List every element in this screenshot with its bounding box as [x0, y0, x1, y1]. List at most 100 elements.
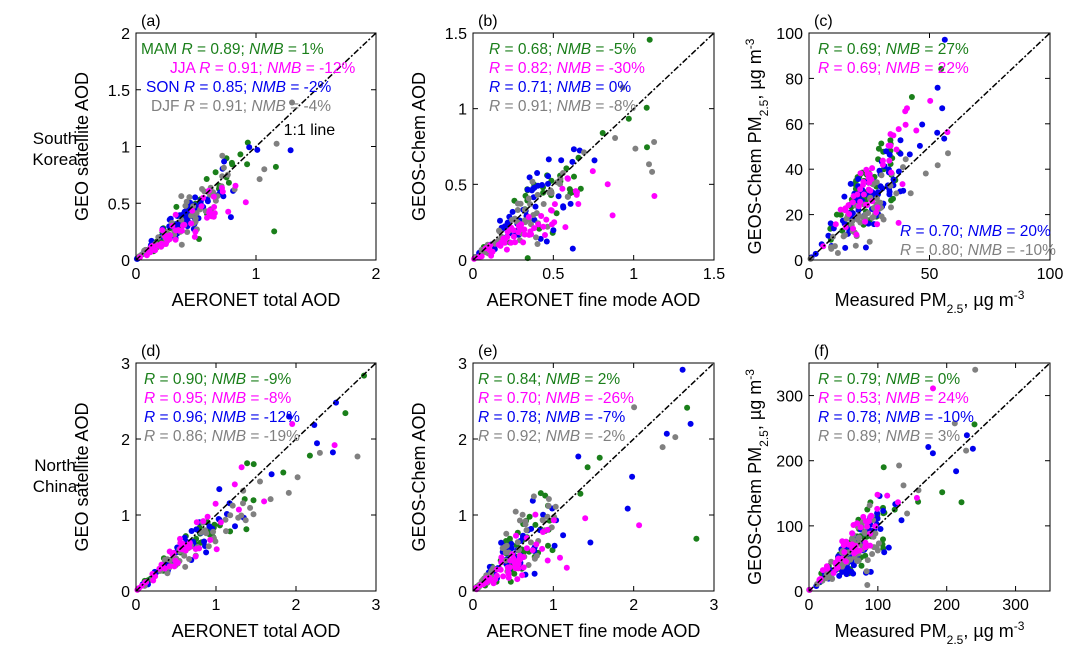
point-jja	[486, 574, 493, 581]
y-tick-label: 80	[785, 71, 803, 88]
point-son	[885, 544, 892, 551]
point-jja	[853, 231, 860, 238]
point-mam	[271, 228, 278, 235]
point-jja	[857, 186, 864, 193]
y-tick-label: 0.5	[108, 196, 130, 213]
point-djf	[878, 172, 885, 179]
y-tick-label: 1	[121, 508, 130, 525]
point-djf	[164, 570, 171, 577]
point-son	[543, 238, 550, 245]
point-jja	[477, 582, 484, 589]
point-djf	[651, 139, 658, 145]
point-jja	[172, 236, 179, 243]
point-djf	[188, 212, 195, 219]
axes-box	[472, 362, 715, 592]
point-jja	[189, 207, 196, 214]
point-djf	[521, 206, 528, 213]
point-djf	[649, 168, 656, 175]
point-jja	[874, 204, 881, 211]
point-mam	[272, 163, 279, 170]
point-djf	[222, 516, 229, 523]
point-mam	[511, 570, 518, 577]
x-tick-label: 2	[292, 597, 301, 614]
point-djf	[512, 508, 519, 515]
row-label-top: South Korea	[10, 128, 100, 170]
point-djf	[178, 193, 185, 200]
point-son	[203, 549, 210, 556]
point-jja	[548, 207, 555, 214]
point-son	[575, 453, 582, 460]
point-jja	[843, 558, 849, 565]
x-axis-label: AERONET fine mode AOD	[487, 290, 701, 310]
point-jja	[204, 513, 211, 520]
point-son	[687, 420, 694, 427]
point-jja	[559, 185, 566, 192]
point-djf	[523, 527, 530, 534]
stats-jja: R = 0.69; NMB = 22%	[818, 60, 969, 77]
point-mam	[625, 115, 632, 122]
point-djf	[849, 535, 855, 542]
point-son	[934, 84, 941, 91]
point-son	[569, 245, 576, 252]
point-son	[532, 203, 539, 210]
point-djf	[869, 214, 876, 221]
x-tick-label: 50	[921, 266, 939, 283]
point-jja	[150, 577, 157, 584]
point-jja	[487, 242, 494, 249]
point-jja	[525, 214, 532, 220]
point-jja	[865, 186, 872, 193]
point-son	[216, 486, 223, 493]
point-son	[587, 539, 594, 546]
point-mam	[229, 161, 236, 168]
point-jja	[823, 563, 830, 570]
point-jja	[550, 517, 557, 524]
point-djf	[229, 502, 236, 509]
point-mam	[880, 464, 887, 471]
point-mam	[306, 452, 313, 459]
point-djf	[540, 201, 547, 207]
y-tick-label: 0	[121, 584, 130, 601]
point-djf	[257, 478, 263, 485]
point-son	[531, 570, 538, 577]
point-djf	[219, 152, 226, 159]
y-axis-label: GEO satellite AOD	[72, 72, 92, 221]
point-jja	[149, 571, 156, 577]
point-jja	[860, 181, 866, 188]
point-djf	[873, 195, 880, 202]
point-jja	[563, 564, 570, 571]
y-axis-label: GEOS-Chem AOD	[409, 402, 429, 551]
point-mam	[545, 542, 551, 549]
point-jja	[857, 198, 864, 205]
x-tick-label: 0	[805, 266, 814, 283]
point-djf	[178, 241, 185, 248]
y-tick-label: 2	[121, 432, 130, 449]
point-jja	[886, 157, 893, 164]
point-son	[221, 158, 228, 165]
point-jja	[895, 219, 902, 226]
point-djf	[503, 530, 510, 537]
point-son	[895, 168, 902, 175]
point-jja	[500, 573, 507, 580]
point-jja	[212, 500, 219, 507]
point-son	[827, 220, 834, 227]
point-son	[941, 36, 948, 43]
point-djf	[831, 243, 838, 250]
point-djf	[273, 140, 280, 147]
point-djf	[534, 191, 541, 198]
point-djf	[205, 543, 212, 550]
point-djf	[900, 482, 907, 489]
point-jja	[521, 231, 528, 238]
stats-djf: DJF R = 0.91; NMB = -4%	[151, 98, 331, 115]
row-label-bottom: North China	[10, 455, 100, 497]
point-djf	[900, 164, 906, 171]
point-djf	[519, 511, 526, 518]
point-djf	[904, 510, 911, 517]
stats-jja: R = 0.53; NMB = 24%	[818, 390, 969, 407]
point-djf	[289, 99, 295, 106]
point-mam	[243, 526, 250, 533]
point-son	[550, 227, 557, 234]
point-son	[220, 193, 227, 200]
stats-son: R = 0.71; NMB = 0%	[489, 79, 631, 96]
x-tick-label: 1	[212, 597, 221, 614]
point-jja	[523, 545, 530, 552]
